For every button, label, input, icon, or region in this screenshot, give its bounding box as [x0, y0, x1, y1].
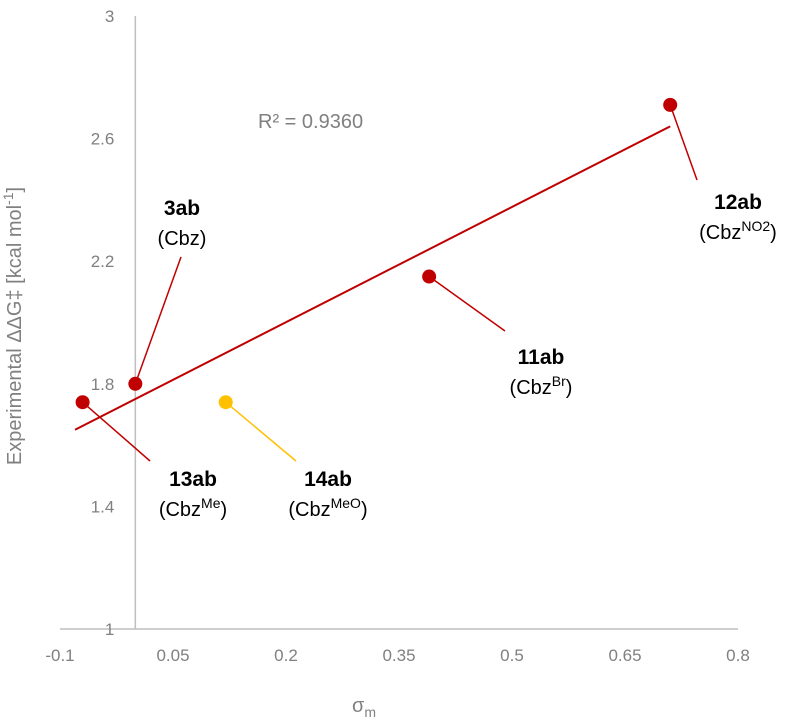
x-tick-label: 0.5: [500, 646, 524, 665]
callout-line: [428, 275, 506, 332]
data-point: [75, 395, 90, 410]
data-point: [663, 97, 678, 112]
data-point: [422, 269, 437, 284]
callout-line: [225, 401, 297, 462]
y-tick-label: 1.8: [91, 375, 115, 394]
y-axis-title: Experimental ΔΔG‡ [kcal mol-1]: [0, 187, 26, 465]
data-point: [128, 376, 143, 391]
point-name-label: 12ab: [714, 191, 762, 214]
trendline-group: [74, 125, 671, 431]
x-tick-label: 0.35: [382, 646, 415, 665]
y-tick-label: 3: [105, 7, 114, 26]
callouts: [82, 104, 698, 462]
point-name-label: 13ab: [169, 468, 217, 491]
callout-line: [669, 104, 698, 181]
callout-line: [134, 256, 182, 385]
r-squared-label: R² = 0.9360: [258, 111, 363, 133]
x-axis-title: σm: [352, 695, 376, 720]
data-points: [75, 97, 678, 410]
x-tick-label: 0.8: [726, 646, 750, 665]
point-group-label: (CbzMe): [159, 495, 227, 521]
y-tick-label: 1.4: [91, 497, 115, 516]
point-group-label: (CbzNO2): [699, 218, 777, 244]
point-group-label: (CbzBr): [510, 373, 573, 399]
point-group-label: (Cbz): [158, 228, 207, 250]
point-name-label: 11ab: [518, 346, 565, 369]
point-name-label: 14ab: [304, 468, 352, 491]
tick-labels: -0.1 0.05 0.2 0.35 0.5 0.65 0.8 1 1.4 1.8 2.2 2.6 3: [45, 7, 749, 665]
point-name-label: 3ab: [164, 197, 200, 220]
axes: [60, 16, 738, 630]
y-tick-label: 2.6: [91, 130, 115, 149]
y-tick-label: 1: [105, 620, 114, 639]
trendline: [74, 125, 671, 431]
point-labels: 3ab (Cbz) 13ab (CbzMe) 14ab (CbzMeO) 11ab (CbzB…: [158, 191, 777, 521]
x-tick-label: 0.05: [156, 646, 189, 665]
x-tick-label: 0.2: [274, 646, 298, 665]
data-point: [218, 395, 233, 410]
y-tick-label: 2.2: [91, 252, 115, 271]
point-group-label: (CbzMeO): [288, 495, 367, 521]
callout-line: [82, 401, 151, 462]
x-tick-label: 0.65: [608, 646, 641, 665]
x-tick-label: -0.1: [45, 646, 74, 665]
